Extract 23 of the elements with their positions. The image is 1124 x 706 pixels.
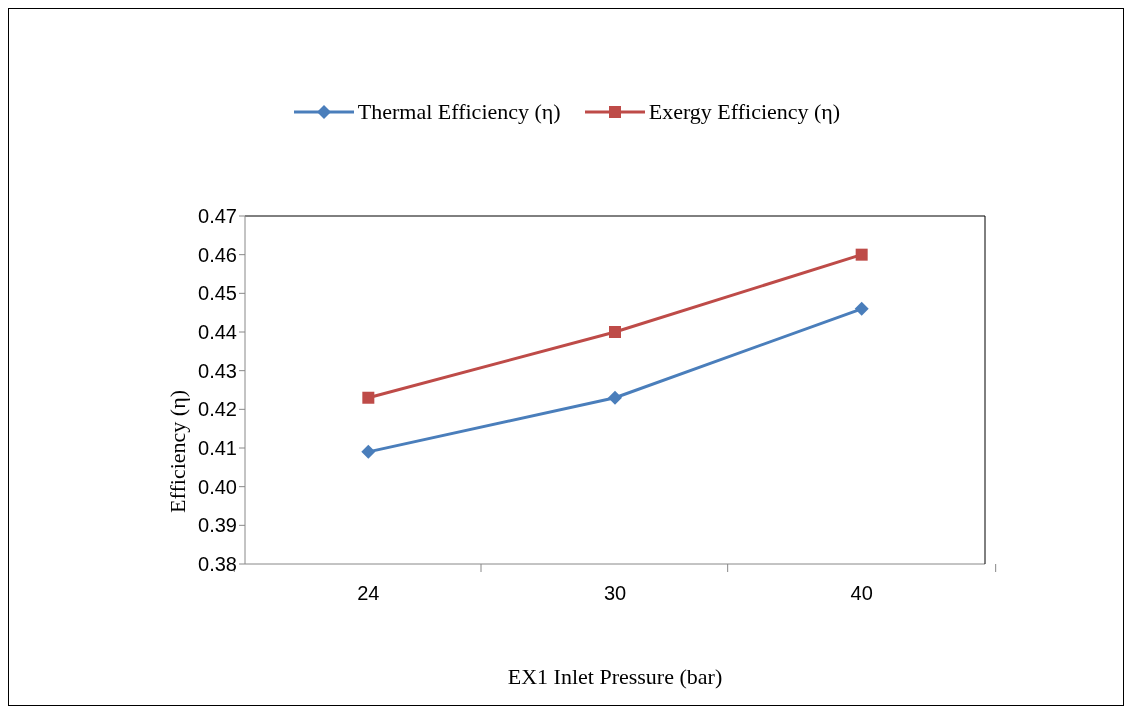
point	[362, 391, 375, 404]
point	[361, 444, 376, 459]
y-tick-label: 0.43	[198, 359, 237, 382]
y-axis-title: Efficiency (η)	[164, 390, 190, 513]
point	[608, 390, 622, 405]
y-tick-label: 0.40	[198, 475, 237, 498]
y-tick-label: 0.42	[198, 398, 237, 421]
x-axis-title: EX1 Inlet Pressure (bar)	[507, 664, 723, 689]
y-tick-label: 0.38	[198, 553, 237, 576]
x-tick-label: 40	[850, 582, 873, 604]
point	[855, 248, 868, 261]
y-tick-label: 0.41	[198, 437, 237, 460]
x-tick-label: 24	[357, 582, 380, 604]
point	[609, 326, 621, 338]
y-tick-label: 0.45	[198, 282, 237, 305]
x-tick-label: 30	[603, 582, 627, 604]
legend-label: Thermal Efficiency (η)	[357, 99, 561, 125]
y-tick-label: 0.47	[198, 205, 237, 228]
y-tick-label: 0.39	[198, 514, 237, 537]
point	[854, 301, 869, 316]
legend-label: Exergy Efficiency (η)	[648, 99, 841, 125]
y-tick-label: 0.44	[198, 321, 237, 344]
y-tick-label: 0.46	[198, 243, 237, 266]
